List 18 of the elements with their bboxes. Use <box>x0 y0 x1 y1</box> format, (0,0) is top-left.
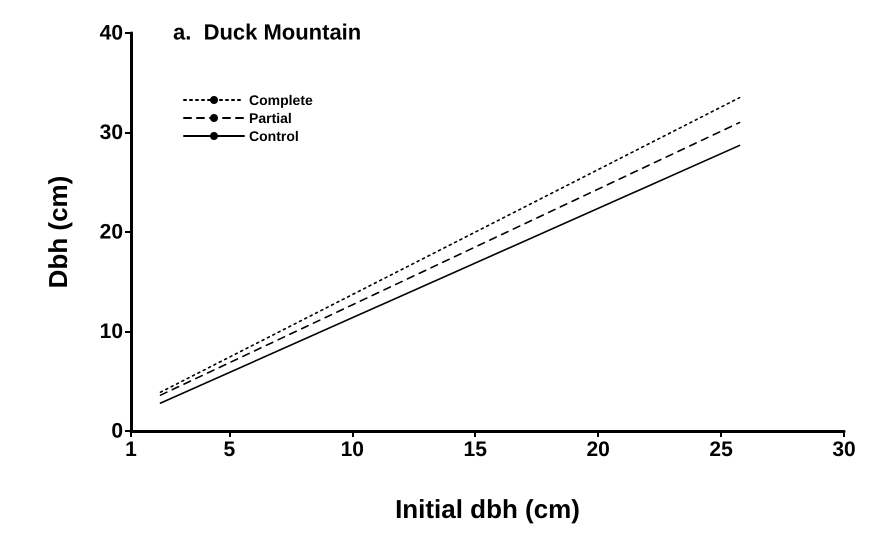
x-tick-label: 25 <box>709 438 734 461</box>
legend-label: Partial <box>249 110 292 126</box>
chart-title: a. Duck Mountain <box>173 20 362 44</box>
legend-label: Control <box>249 128 299 144</box>
x-tick-label: 10 <box>340 438 364 461</box>
y-tick-label: 0 <box>111 420 123 442</box>
y-tick-label: 30 <box>100 121 123 144</box>
x-axis-title: Initial dbh (cm) <box>395 494 580 524</box>
x-tick-label: 5 <box>224 438 236 461</box>
y-tick-label: 40 <box>100 22 123 44</box>
x-tick-label: 20 <box>586 438 610 461</box>
y-tick-label: 20 <box>100 220 123 244</box>
legend-label: Complete <box>249 92 313 108</box>
y-tick-label: 10 <box>100 320 123 343</box>
x-tick-label: 30 <box>832 438 856 461</box>
x-tick-label: 15 <box>464 438 488 461</box>
x-tick-label: 1 <box>125 438 138 461</box>
y-axis-title: Dbh (cm) <box>43 176 73 288</box>
